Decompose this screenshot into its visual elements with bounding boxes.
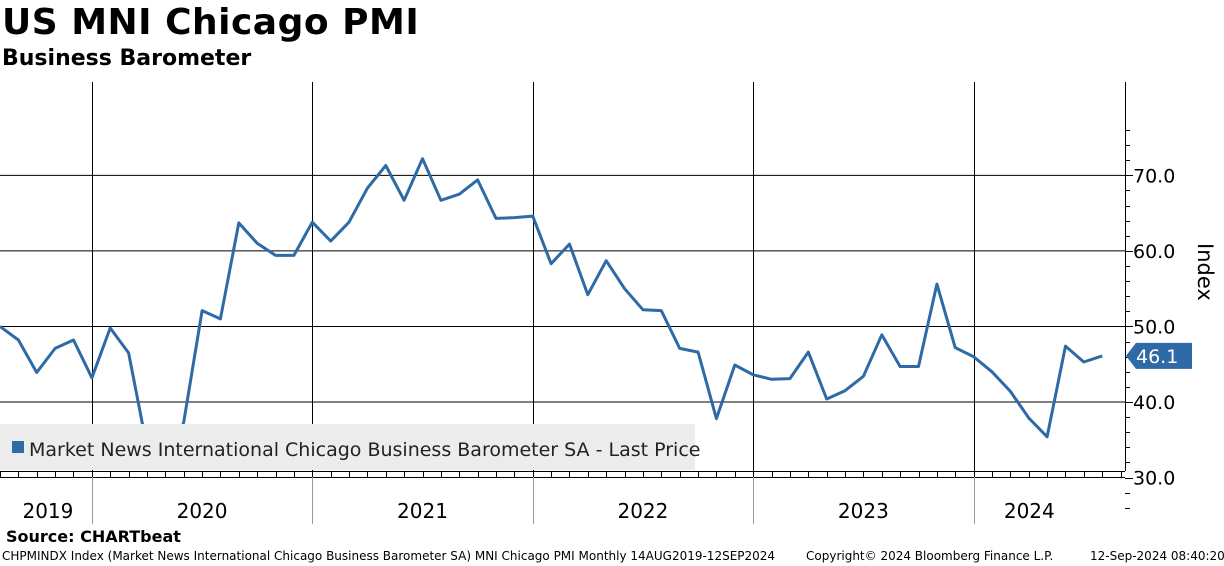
last-value-badge <box>1126 342 1192 369</box>
x-tick-label-2022: 2022 <box>617 499 668 523</box>
x-tick-label-2024: 2024 <box>1004 499 1055 523</box>
chart-title: US MNI Chicago PMI <box>2 2 420 43</box>
y-tick-label-70: 70.0 <box>1133 165 1175 187</box>
x-tick-label-2023: 2023 <box>838 499 889 523</box>
y-tick-label-60: 60.0 <box>1133 241 1175 263</box>
legend-swatch <box>12 441 24 453</box>
legend-label: Market News International Chicago Busine… <box>29 439 700 461</box>
x-tick-label-2019: 2019 <box>22 499 73 523</box>
chart-subtitle: Business Barometer <box>2 46 252 71</box>
last-value-label: 46.1 <box>1136 346 1178 368</box>
footer-copyright: Copyright© 2024 Bloomberg Finance L.P. <box>806 549 1054 563</box>
x-tick-label-2020: 2020 <box>177 499 228 523</box>
series-line-chicago-pmi <box>0 157 1103 469</box>
y-axis-title: Index <box>1193 243 1217 301</box>
legend-box <box>0 424 695 470</box>
x-tick-label-2021: 2021 <box>397 499 448 523</box>
source-note: Source: CHARTbeat <box>6 527 181 546</box>
y-tick-label-50: 50.0 <box>1133 316 1175 338</box>
footer-timestamp: 12-Sep-2024 08:40:20 <box>1090 549 1224 563</box>
y-tick-label-40: 40.0 <box>1133 392 1175 414</box>
footer-description: CHPMINDX Index (Market News Internationa… <box>2 549 776 563</box>
y-tick-label-30: 30.0 <box>1133 468 1175 490</box>
